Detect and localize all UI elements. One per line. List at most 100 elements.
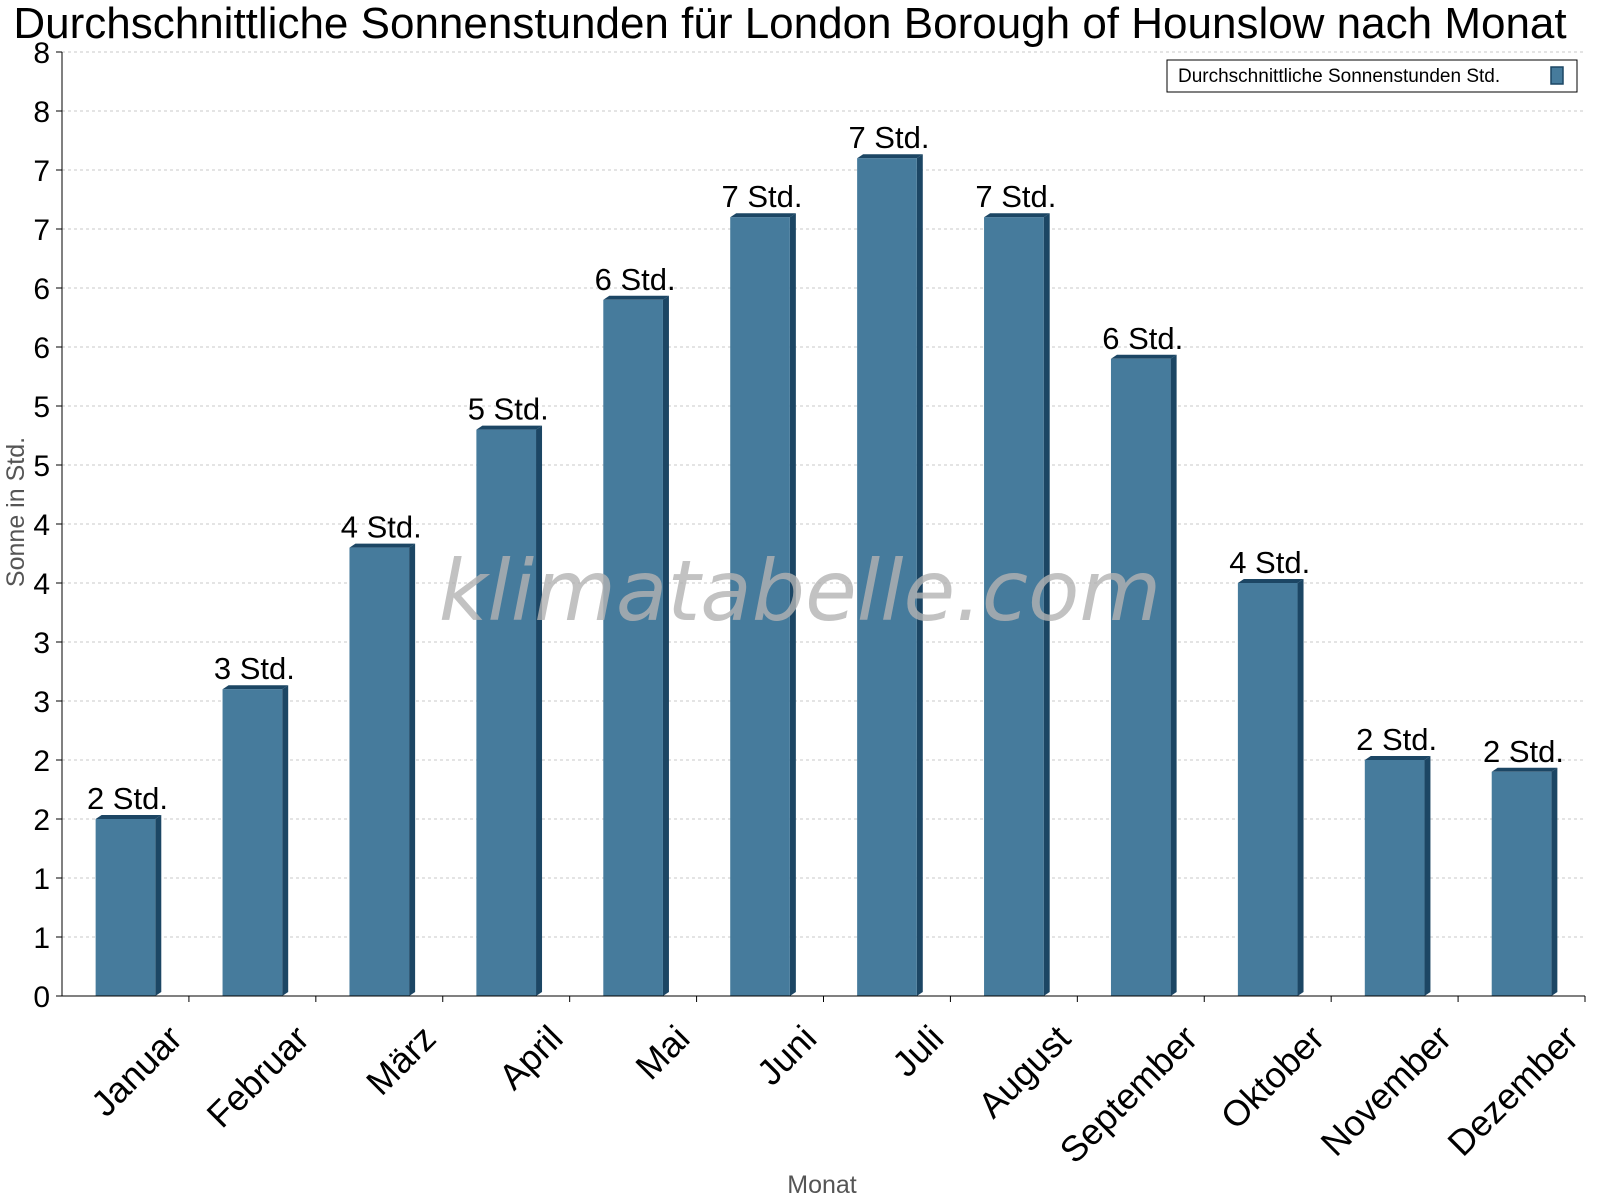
bar-side (282, 685, 289, 996)
bar-side (1551, 767, 1558, 996)
bar-august (984, 213, 1050, 996)
bar-face (984, 217, 1044, 996)
bar-face (1110, 358, 1171, 996)
bar-side (536, 425, 543, 997)
x-tick-label: April (491, 1017, 571, 1097)
bar-top (349, 543, 416, 548)
data-label: 2 Std. (1483, 734, 1564, 769)
y-tick-label: 5 (33, 450, 50, 483)
bar-face (857, 158, 917, 996)
data-label: 4 Std. (341, 510, 422, 545)
y-tick-label: 7 (33, 214, 50, 247)
y-tick-label: 2 (33, 804, 50, 837)
bars (95, 154, 1558, 997)
y-tick-label: 2 (33, 745, 50, 778)
data-label: 7 Std. (722, 179, 803, 214)
bar-side (1170, 354, 1177, 996)
bar-top (603, 295, 669, 300)
x-tick-label: November (1313, 1017, 1459, 1163)
legend-label: Durchschnittliche Sonnenstunden Std. (1178, 66, 1500, 87)
y-tick-label: 6 (33, 273, 50, 306)
bar-side (155, 815, 162, 996)
data-label: 7 Std. (848, 120, 929, 155)
data-label: 2 Std. (1356, 722, 1437, 757)
chart-title: Durchschnittliche Sonnenstunden für Lond… (13, 0, 1566, 48)
bar-september (1110, 354, 1177, 996)
y-tick-label: 0 (33, 981, 50, 1014)
bar-side (1424, 756, 1431, 996)
y-tick-label: 4 (33, 568, 50, 601)
bar-face (1491, 771, 1552, 996)
bar-top (857, 154, 923, 159)
legend-swatch (1550, 66, 1564, 85)
y-tick-label: 8 (33, 37, 50, 70)
data-label: 3 Std. (214, 651, 295, 686)
bar-mai (603, 295, 669, 996)
bar-top (95, 815, 162, 819)
bar-juni (730, 213, 796, 996)
x-tick-label: Dezember (1439, 1017, 1585, 1163)
axes (56, 51, 1586, 1002)
x-tick-label: Februar (199, 1017, 317, 1135)
bar-side (1297, 579, 1304, 996)
bar-face (95, 819, 156, 996)
grid-lines (62, 51, 1585, 938)
bar-top (1237, 579, 1304, 583)
bar-face (1364, 760, 1425, 996)
bar-face (349, 547, 410, 996)
bar-face (222, 689, 283, 996)
bar-face (603, 299, 663, 996)
bar-top (1364, 756, 1431, 760)
x-tick-label: Juli (884, 1017, 951, 1084)
y-tick-label: 1 (33, 863, 50, 896)
bar-face (730, 217, 790, 996)
bar-top (1110, 354, 1177, 359)
bar-dezember (1491, 767, 1558, 996)
x-tick-label: Januar (83, 1017, 190, 1124)
y-tick-label: 5 (33, 391, 50, 424)
bar-januar (95, 815, 162, 996)
x-axis-label: Monat (787, 1171, 857, 1199)
x-tick-label: März (358, 1017, 444, 1103)
x-tick-label: Mai (627, 1017, 697, 1087)
bar-top (222, 685, 289, 690)
bar-face (1237, 583, 1298, 996)
bar-juli (857, 154, 923, 996)
bar-november (1364, 756, 1431, 996)
x-tick-label: Oktober (1212, 1017, 1332, 1137)
bar-side (662, 295, 669, 996)
x-tick-label: September (1052, 1017, 1206, 1171)
bar-februar (222, 685, 289, 996)
y-tick-label: 7 (33, 155, 50, 188)
data-label: 4 Std. (1229, 545, 1310, 580)
bar-face (476, 429, 537, 997)
x-tick-label: August (970, 1017, 1078, 1125)
bar-side (1043, 213, 1050, 996)
legend-box (1166, 59, 1578, 93)
bar-märz (349, 543, 416, 996)
x-tick-label: Juni (749, 1017, 825, 1093)
data-label: 7 Std. (975, 179, 1056, 214)
bar-top (984, 213, 1050, 218)
bar-side (789, 213, 796, 996)
bar-april (476, 425, 543, 997)
data-label: 2 Std. (87, 781, 168, 816)
bar-side (916, 154, 923, 996)
y-tick-label: 8 (33, 96, 50, 129)
legend: Durchschnittliche Sonnenstunden Std. (1166, 59, 1578, 93)
y-tick-label: 4 (33, 509, 50, 542)
watermark-text: klimatabelle.com (439, 542, 1162, 640)
data-label: 6 Std. (1102, 321, 1183, 356)
y-axis-label: Sonne in Std. (2, 437, 30, 587)
bar-top (730, 213, 796, 218)
bar-top (476, 425, 543, 430)
bar-oktober (1237, 579, 1304, 996)
bar-top (1491, 767, 1558, 772)
y-tick-label: 1 (33, 922, 50, 955)
bar-side (409, 543, 416, 996)
data-label: 6 Std. (595, 262, 676, 297)
data-label: 5 Std. (468, 392, 549, 427)
y-tick-label: 6 (33, 332, 50, 365)
y-tick-label: 3 (33, 686, 50, 719)
